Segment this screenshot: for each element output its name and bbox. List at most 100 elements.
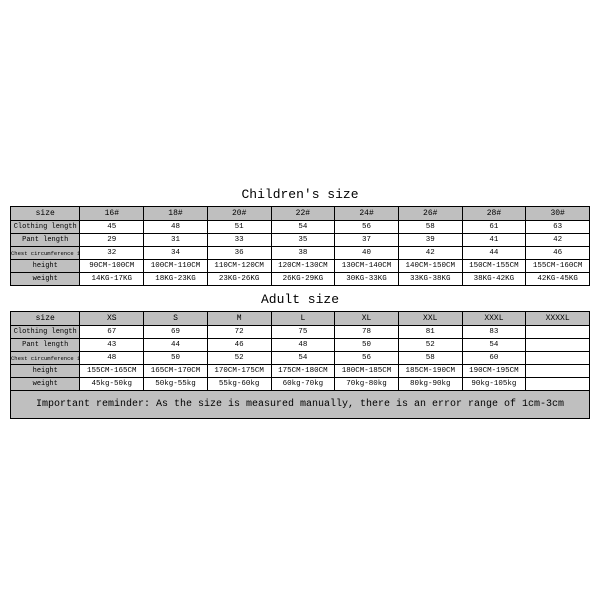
children-row-1-cell-6: 41 [462, 234, 526, 247]
children-header-6: 26# [398, 207, 462, 221]
adult-row-3-cell-3: 175CM-180CM [271, 365, 335, 378]
adult-row-1-cell-7 [526, 339, 590, 352]
children-row-3-cell-1: 100CM-110CM [144, 260, 208, 273]
adult-row-4-cell-3: 60kg-70kg [271, 378, 335, 391]
children-row-2-label: Chest circumference 1/2 [11, 247, 80, 260]
adult-row-4-cell-0: 45kg-50kg [80, 378, 144, 391]
children-header-0: size [11, 207, 80, 221]
children-row-2-cell-6: 44 [462, 247, 526, 260]
children-row-4-label: weight [11, 273, 80, 286]
adult-header-0: size [11, 312, 80, 326]
children-row-4-cell-4: 30KG-33KG [335, 273, 399, 286]
adult-row-1-cell-0: 43 [80, 339, 144, 352]
adult-row-2-label: Chest circumference 1/2 [11, 352, 80, 365]
adult-row-2-cell-7 [526, 352, 590, 365]
adult-row-3-cell-7 [526, 365, 590, 378]
adult-row-3-cell-6: 190CM-195CM [462, 365, 526, 378]
size-table: Children's sizesize16#18#20#22#24#26#28#… [10, 181, 590, 419]
adult-row-1-cell-2: 46 [207, 339, 271, 352]
adult-header-1: XS [80, 312, 144, 326]
adult-row-4-label: weight [11, 378, 80, 391]
children-row-0-cell-3: 54 [271, 221, 335, 234]
adult-header-4: L [271, 312, 335, 326]
children-row-3-label: height [11, 260, 80, 273]
adult-header-5: XL [335, 312, 399, 326]
children-row-3-cell-2: 110CM-120CM [207, 260, 271, 273]
reminder-text: Important reminder: As the size is measu… [11, 391, 590, 419]
children-row-4-cell-7: 42KG-45KG [526, 273, 590, 286]
adult-row-3-cell-0: 155CM-165CM [80, 365, 144, 378]
children-row-2-cell-0: 32 [80, 247, 144, 260]
children-row-3-cell-4: 130CM-140CM [335, 260, 399, 273]
children-row-0-cell-7: 63 [526, 221, 590, 234]
children-row-2-cell-7: 46 [526, 247, 590, 260]
children-header-1: 16# [80, 207, 144, 221]
adult-row-2-cell-2: 52 [207, 352, 271, 365]
children-header-4: 22# [271, 207, 335, 221]
children-row-2-cell-5: 42 [398, 247, 462, 260]
adult-row-2-cell-5: 58 [398, 352, 462, 365]
adult-row-1-cell-6: 54 [462, 339, 526, 352]
children-row-3-cell-3: 120CM-130CM [271, 260, 335, 273]
children-row-1-cell-1: 31 [144, 234, 208, 247]
children-row-1-cell-3: 35 [271, 234, 335, 247]
adult-row-0-cell-2: 72 [207, 326, 271, 339]
adult-header-7: XXXL [462, 312, 526, 326]
children-row-4-cell-5: 33KG-38KG [398, 273, 462, 286]
children-row-3-cell-6: 150CM-155CM [462, 260, 526, 273]
adult-row-4-cell-2: 55kg-60kg [207, 378, 271, 391]
adult-header-6: XXL [398, 312, 462, 326]
adult-row-1-cell-5: 52 [398, 339, 462, 352]
children-row-4-cell-1: 18KG-23KG [144, 273, 208, 286]
children-header-5: 24# [335, 207, 399, 221]
children-header-3: 20# [207, 207, 271, 221]
adult-row-2-cell-4: 56 [335, 352, 399, 365]
children-row-0-cell-2: 51 [207, 221, 271, 234]
children-header-8: 30# [526, 207, 590, 221]
adult-row-0-cell-3: 75 [271, 326, 335, 339]
adult-title: Adult size [11, 286, 590, 312]
adult-row-0-cell-6: 83 [462, 326, 526, 339]
adult-row-1-cell-1: 44 [144, 339, 208, 352]
children-header-2: 18# [144, 207, 208, 221]
children-header-7: 28# [462, 207, 526, 221]
adult-row-2-cell-1: 50 [144, 352, 208, 365]
children-row-2-cell-2: 36 [207, 247, 271, 260]
children-row-1-cell-0: 29 [80, 234, 144, 247]
adult-row-0-cell-7 [526, 326, 590, 339]
adult-row-4-cell-5: 80kg-90kg [398, 378, 462, 391]
adult-header-3: M [207, 312, 271, 326]
adult-row-0-label: Clothing length [11, 326, 80, 339]
adult-header-2: S [144, 312, 208, 326]
children-row-0-cell-0: 45 [80, 221, 144, 234]
children-row-1-cell-4: 37 [335, 234, 399, 247]
children-row-3-cell-7: 155CM-160CM [526, 260, 590, 273]
adult-row-3-label: height [11, 365, 80, 378]
children-row-1-label: Pant length [11, 234, 80, 247]
adult-row-0-cell-4: 78 [335, 326, 399, 339]
children-title: Children's size [11, 181, 590, 207]
adult-row-4-cell-6: 90kg-105kg [462, 378, 526, 391]
adult-header-8: XXXXL [526, 312, 590, 326]
adult-row-3-cell-5: 185CM-190CM [398, 365, 462, 378]
children-row-3-cell-0: 90CM-100CM [80, 260, 144, 273]
adult-row-2-cell-0: 48 [80, 352, 144, 365]
children-row-0-cell-1: 48 [144, 221, 208, 234]
children-row-3-cell-5: 140CM-150CM [398, 260, 462, 273]
adult-row-0-cell-5: 81 [398, 326, 462, 339]
children-row-2-cell-1: 34 [144, 247, 208, 260]
adult-row-4-cell-1: 50kg-55kg [144, 378, 208, 391]
children-row-4-cell-3: 26KG-29KG [271, 273, 335, 286]
children-row-4-cell-0: 14KG-17KG [80, 273, 144, 286]
adult-row-1-label: Pant length [11, 339, 80, 352]
adult-row-3-cell-4: 180CM-185CM [335, 365, 399, 378]
children-row-0-cell-5: 58 [398, 221, 462, 234]
adult-row-3-cell-1: 165CM-170CM [144, 365, 208, 378]
adult-row-2-cell-6: 60 [462, 352, 526, 365]
children-row-2-cell-4: 40 [335, 247, 399, 260]
adult-row-0-cell-0: 67 [80, 326, 144, 339]
adult-row-3-cell-2: 170CM-175CM [207, 365, 271, 378]
adult-row-2-cell-3: 54 [271, 352, 335, 365]
adult-row-1-cell-3: 48 [271, 339, 335, 352]
children-row-1-cell-5: 39 [398, 234, 462, 247]
